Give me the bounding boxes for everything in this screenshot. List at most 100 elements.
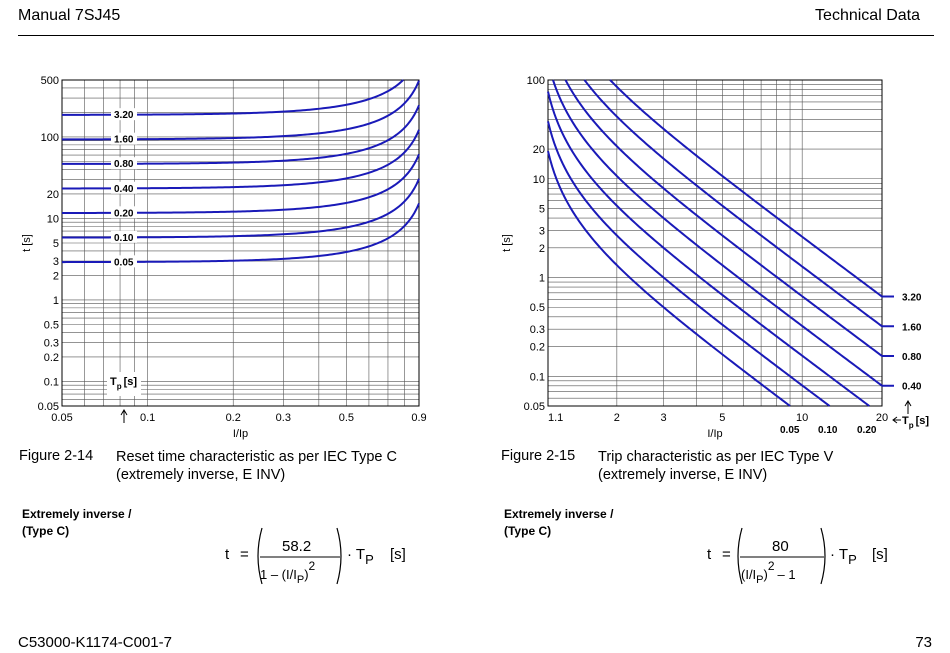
series-label-bg xyxy=(111,206,137,219)
formula-left-numerator: 58.2 xyxy=(282,538,311,555)
series-label-0.40: 0.40 xyxy=(114,184,134,195)
x-axis-label: I/Ip xyxy=(707,428,722,440)
plot-frame xyxy=(61,79,420,407)
y-tick-label: 0.5 xyxy=(530,302,545,314)
series-label-bg xyxy=(111,255,137,268)
y-tick-label: 0.2 xyxy=(530,342,545,354)
y-tick-label: 2 xyxy=(53,270,59,282)
formula-right-paren-open xyxy=(737,527,743,585)
y-tick-label: 5 xyxy=(539,203,545,215)
figure-caption-right-line2: (extremely inverse, E INV) xyxy=(598,467,768,483)
header-manual-title: Manual 7SJ45 xyxy=(18,7,121,24)
y-tick-label: 1 xyxy=(53,295,59,307)
y-tick-label: 10 xyxy=(47,213,59,225)
x-tick-label: 0.1 xyxy=(140,412,155,424)
y-tick-label: 100 xyxy=(41,132,59,144)
series-bottom-label-0.05: 0.05 xyxy=(780,425,800,436)
parameter-arrowhead-up xyxy=(904,400,912,407)
parameter-label: Tp [s] xyxy=(110,376,137,391)
formula-left-unit: [s] xyxy=(390,546,406,563)
y-tick-label: 100 xyxy=(527,75,545,87)
y-tick-label: 5 xyxy=(53,238,59,250)
series-label-bg xyxy=(111,132,137,145)
formula-left-paren-close xyxy=(336,527,342,585)
figure-caption-left-line1: Reset time characteristic as per IEC Typ… xyxy=(116,449,397,465)
y-tick-label: 10 xyxy=(533,174,545,186)
series-label-0.80: 0.80 xyxy=(902,352,922,363)
series-line-0.40 xyxy=(552,79,894,387)
x-tick-label: 10 xyxy=(796,412,808,424)
formula-label-left: Extremely inverse / (Type C) xyxy=(22,506,131,540)
formula-right-multiplier: · TP xyxy=(830,546,857,567)
formula-label-left-line2: (Type C) xyxy=(22,524,70,538)
formula-right-eq: = xyxy=(722,546,731,563)
figure-caption-right: Trip characteristic as per IEC Type V (e… xyxy=(598,448,833,484)
y-tick-label: 3 xyxy=(53,256,59,268)
series-bottom-label-0.10: 0.10 xyxy=(818,425,838,436)
y-tick-label: 500 xyxy=(41,75,59,87)
x-tick-label: 0.9 xyxy=(411,412,426,424)
series-label-3.20: 3.20 xyxy=(902,293,922,304)
parameter-arrowhead-left xyxy=(892,416,898,424)
formula-label-right-line2: (Type C) xyxy=(504,524,552,538)
y-axis-label: t [s] xyxy=(501,234,513,252)
y-tick-label: 0.05 xyxy=(38,401,59,413)
series-label-0.80: 0.80 xyxy=(114,159,134,170)
series-label-0.20: 0.20 xyxy=(114,208,134,219)
figure-number-right: Figure 2-15 xyxy=(501,448,576,464)
x-axis-label: I/Ip xyxy=(233,428,248,440)
series-label-1.60: 1.60 xyxy=(902,322,922,333)
x-tick-label: 2 xyxy=(614,412,620,424)
formula-right-paren-close xyxy=(820,527,826,585)
figure-caption-left: Reset time characteristic as per IEC Typ… xyxy=(116,448,397,484)
y-tick-label: 0.5 xyxy=(44,320,59,332)
x-tick-label: 20 xyxy=(876,412,888,424)
formula-right-denominator: (I/IP)2– 1 xyxy=(741,559,796,586)
x-tick-label: 3 xyxy=(660,412,666,424)
series-line-0.10 xyxy=(547,121,831,407)
y-tick-label: 3 xyxy=(539,225,545,237)
y-tick-label: 2 xyxy=(539,243,545,255)
series-line-0.05 xyxy=(547,150,791,407)
formula-label-left-line1: Extremely inverse / xyxy=(22,507,132,521)
y-tick-label: 20 xyxy=(47,189,59,201)
formula-left-denominator: 1 – (I/IP)2 xyxy=(260,559,316,586)
formula-right: t = 80 (I/IP)2– 1 · TP [s] xyxy=(707,527,888,586)
formula-left-lhs: t xyxy=(225,546,230,563)
y-tick-label: 0.3 xyxy=(530,324,545,336)
x-tick-label: 0.3 xyxy=(276,412,291,424)
series-label-3.20: 3.20 xyxy=(114,110,134,121)
formula-right-numerator: 80 xyxy=(772,538,789,555)
series-label-0.05: 0.05 xyxy=(114,257,134,268)
formula-left-multiplier: · TP xyxy=(347,546,374,567)
y-tick-label: 0.1 xyxy=(44,376,59,388)
parameter-label-bg xyxy=(107,372,141,396)
series-line-0.80 xyxy=(564,79,894,358)
series-label-0.40: 0.40 xyxy=(902,382,922,393)
figure-caption-left-line2: (extremely inverse, E INV) xyxy=(116,467,286,483)
x-tick-label: 5 xyxy=(719,412,725,424)
series-line-3.20 xyxy=(609,79,894,298)
formula-left-eq: = xyxy=(240,546,249,563)
y-tick-label: 0.1 xyxy=(530,371,545,383)
formula-left: t = 58.2 1 – (I/IP)2 · TP [s] xyxy=(225,527,406,586)
series-label-1.60: 1.60 xyxy=(114,135,134,146)
header-rule xyxy=(18,35,934,36)
plot-frame xyxy=(547,79,883,407)
series-label-bg xyxy=(111,181,137,194)
y-tick-label: 0.05 xyxy=(524,401,545,413)
series-label-bg xyxy=(111,230,137,243)
y-tick-label: 0.3 xyxy=(44,338,59,350)
formula-left-paren-open xyxy=(257,527,263,585)
footer-document-number: C53000-K1174-C001-7 xyxy=(18,634,172,651)
series-line-1.60 xyxy=(583,79,894,328)
footer-page-number: 73 xyxy=(915,634,932,651)
series-bottom-label-0.20: 0.20 xyxy=(857,425,877,436)
x-tick-label: 0.05 xyxy=(51,412,72,424)
series-label-0.10: 0.10 xyxy=(114,233,134,244)
parameter-arrowhead xyxy=(120,409,128,416)
formula-label-right-line1: Extremely inverse / xyxy=(504,507,614,521)
formula-label-right: Extremely inverse / (Type C) xyxy=(504,506,613,540)
